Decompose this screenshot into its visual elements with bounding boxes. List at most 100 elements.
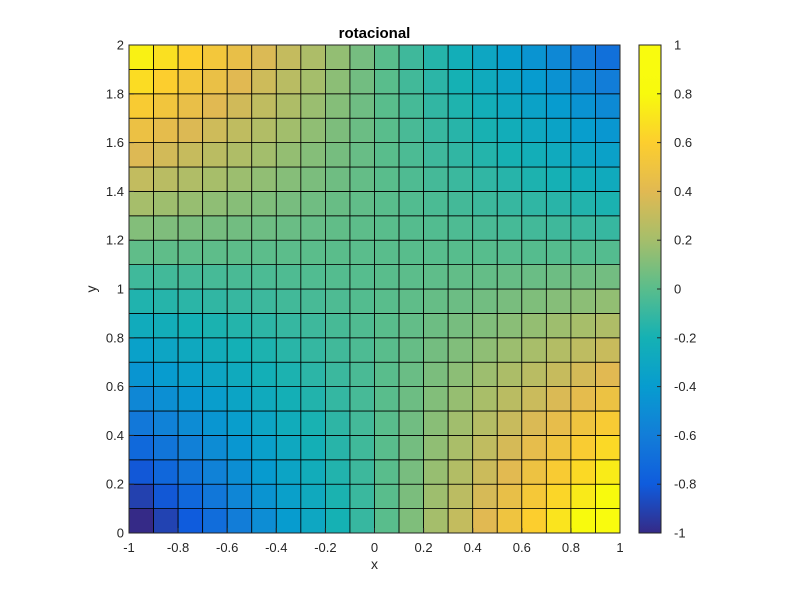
heatmap-cell [349, 483, 375, 510]
y-tick-label: 0.4 [106, 428, 124, 443]
heatmap-cell [595, 386, 621, 412]
heatmap-cell [496, 239, 523, 265]
heatmap-cell [472, 288, 498, 314]
heatmap-cell [226, 190, 253, 217]
heatmap-cell [128, 215, 154, 241]
heatmap-cell [521, 69, 547, 95]
heatmap-cell [202, 93, 228, 119]
x-tick-label: -0.4 [265, 540, 287, 555]
y-tick-label: 0.8 [106, 330, 124, 345]
heatmap-cell [423, 117, 449, 143]
heatmap-cell [153, 264, 179, 290]
heatmap-cell [447, 459, 474, 485]
heatmap-cell [570, 410, 596, 436]
heatmap-cell [398, 190, 424, 217]
heatmap-cell [153, 508, 179, 534]
heatmap-cell [202, 459, 228, 485]
heatmap-cell [521, 93, 547, 119]
heatmap-cell [251, 386, 277, 412]
heatmap-cell [275, 166, 302, 192]
heatmap-cell [521, 239, 547, 265]
heatmap-cell [128, 239, 154, 265]
heatmap-cell [595, 508, 621, 534]
heatmap-cell [496, 215, 523, 241]
heatmap-cell [423, 434, 449, 461]
heatmap-cell [153, 410, 179, 436]
heatmap-cell [251, 166, 277, 192]
heatmap-cell [226, 337, 253, 363]
heatmap-cell [153, 215, 179, 241]
heatmap-cell [153, 117, 179, 143]
heatmap-cell [324, 117, 351, 143]
x-tick-label: 0.6 [513, 540, 531, 555]
heatmap-cell [275, 93, 302, 119]
heatmap-cell [595, 117, 621, 143]
heatmap-cell [595, 93, 621, 119]
heatmap-cell [374, 142, 400, 168]
heatmap-cell [545, 410, 572, 436]
heatmap-cell [349, 508, 375, 534]
heatmap-cell [275, 69, 302, 95]
x-axis-label: x [371, 556, 378, 572]
heatmap-cell [300, 459, 326, 485]
heatmap-cell [324, 434, 351, 461]
heatmap-cell [177, 215, 204, 241]
heatmap-cell [472, 69, 498, 95]
heatmap-cell [226, 215, 253, 241]
heatmap-cell [423, 93, 449, 119]
heatmap-cell [324, 459, 351, 485]
heatmap-cell [496, 337, 523, 363]
heatmap-cell [349, 361, 375, 388]
colorbar-tick-label: 0.8 [674, 86, 692, 101]
heatmap-cell [153, 386, 179, 412]
heatmap-cell [251, 312, 277, 339]
heatmap-cell [496, 312, 523, 339]
heatmap-cell [153, 459, 179, 485]
heatmap-cell [595, 483, 621, 510]
heatmap-cell [570, 166, 596, 192]
y-tick-label: 0.2 [106, 477, 124, 492]
heatmap-cell [545, 264, 572, 290]
heatmap-cell [545, 215, 572, 241]
heatmap-cell [545, 459, 572, 485]
heatmap-cell [545, 239, 572, 265]
colorbar-tick-label: -0.2 [674, 330, 696, 345]
colorbar-tick-label: -0.4 [674, 379, 696, 394]
heatmap-cell [177, 361, 204, 388]
heatmap-cell [251, 215, 277, 241]
heatmap-cell [545, 44, 572, 70]
heatmap-cell [423, 190, 449, 217]
heatmap-cell [398, 386, 424, 412]
heatmap-cell [128, 508, 154, 534]
heatmap-cell [545, 361, 572, 388]
heatmap-cell [324, 239, 351, 265]
heatmap-cell [202, 142, 228, 168]
heatmap-cell [374, 93, 400, 119]
heatmap-cell [226, 386, 253, 412]
heatmap-cell [300, 508, 326, 534]
heatmap-cell [595, 410, 621, 436]
heatmap-cell [570, 117, 596, 143]
heatmap-cell [275, 434, 302, 461]
heatmap-cell [374, 288, 400, 314]
y-tick-label: 2 [117, 38, 124, 53]
heatmap-cell [521, 288, 547, 314]
y-tick-label: 0.6 [106, 379, 124, 394]
heatmap-cell [300, 142, 326, 168]
heatmap-cell [300, 386, 326, 412]
heatmap-cell [324, 142, 351, 168]
heatmap-cell [521, 483, 547, 510]
heatmap-cell [300, 93, 326, 119]
heatmap-cell [349, 410, 375, 436]
y-tick-label: 0 [117, 526, 124, 541]
heatmap-cell [349, 264, 375, 290]
heatmap-cell [595, 264, 621, 290]
heatmap-cell [398, 93, 424, 119]
heatmap-cell [595, 288, 621, 314]
heatmap-cell [496, 386, 523, 412]
heatmap-cell [545, 117, 572, 143]
heatmap-cell [374, 337, 400, 363]
heatmap-cell [226, 508, 253, 534]
heatmap-cell [202, 361, 228, 388]
